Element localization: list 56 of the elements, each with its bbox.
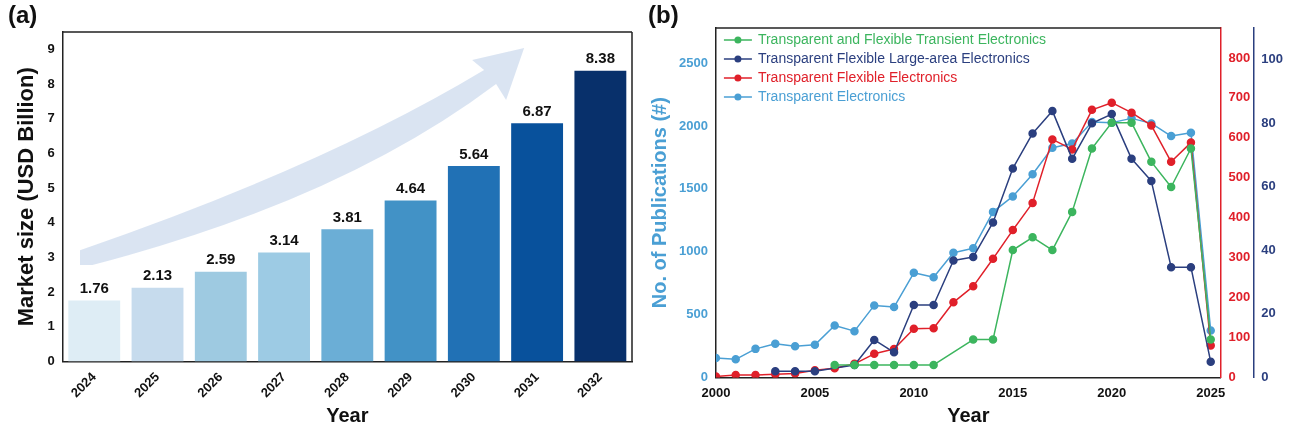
y3-tick-label: 20 — [1261, 305, 1276, 321]
y3-tick-label: 100 — [1261, 51, 1284, 67]
y2-tick-label: 0 — [1228, 368, 1236, 384]
y3-tick-label: 40 — [1261, 241, 1276, 257]
y2-tick-label: 100 — [1228, 329, 1251, 345]
data-label: 2.59 — [206, 250, 236, 268]
y-tick-label: 0 — [700, 368, 708, 384]
x-axis-title: Year — [326, 403, 369, 426]
data-label: 1.76 — [79, 279, 109, 297]
data-label: 8.38 — [585, 49, 615, 67]
y2-tick-label: 600 — [1228, 129, 1251, 145]
y-tick-label: 1000 — [679, 243, 708, 259]
y2-tick-label: 200 — [1228, 289, 1251, 305]
x-tick-label: 2015 — [998, 384, 1028, 400]
x-axis-title: Year — [947, 403, 990, 426]
y2-tick-label: 300 — [1228, 249, 1251, 265]
data-label: 4.64 — [395, 179, 426, 197]
y-tick-label: 4 — [47, 214, 56, 230]
y3-tick-label: 0 — [1261, 368, 1269, 384]
y-tick-label: 6 — [47, 144, 55, 160]
legend-label: Transparent Electronics — [757, 87, 906, 104]
y-tick-label: 5 — [47, 179, 55, 195]
y2-tick-label: 400 — [1228, 209, 1251, 225]
chart-title: (b) — [648, 0, 679, 28]
legend-label: Transparent Flexible Large-area Electronics — [757, 49, 1030, 66]
y-tick-label: 9 — [47, 40, 55, 56]
y-tick-label: 1 — [47, 318, 55, 334]
data-label: 3.14 — [269, 231, 300, 249]
y3-tick-label: 80 — [1261, 114, 1276, 130]
y-tick-label: 0 — [47, 353, 55, 369]
x-tick-label: 2010 — [899, 384, 929, 400]
legend-label: Transparent and Flexible Transient Electronics — [757, 30, 1047, 47]
y3-tick-label: 60 — [1261, 178, 1276, 194]
data-label: 3.81 — [332, 208, 362, 226]
y-tick-label: 2 — [47, 283, 55, 299]
legend-label: Transparent Flexible Electronics — [757, 68, 958, 85]
y2-tick-label: 500 — [1228, 169, 1251, 185]
data-label: 6.87 — [522, 101, 552, 119]
y-tick-label: 8 — [47, 75, 55, 91]
x-tick-label: 2005 — [800, 384, 830, 400]
y2-tick-label: 700 — [1228, 89, 1251, 105]
y-tick-label: 2500 — [679, 54, 708, 70]
chart-title: (a) — [8, 0, 38, 28]
y-axis-title: No. of Publications (#) — [647, 97, 670, 309]
data-label: 2.13 — [142, 266, 173, 284]
x-tick-label: 2025 — [1196, 384, 1226, 400]
y-tick-label: 3 — [47, 249, 55, 265]
y-tick-label: 1500 — [679, 180, 708, 196]
y-axis-title: Market size (USD Billion) — [13, 67, 39, 327]
data-label: 5.64 — [459, 144, 490, 162]
x-tick-label: 2000 — [701, 384, 731, 400]
y-tick-label: 2000 — [679, 117, 708, 133]
y-tick-label: 7 — [47, 110, 55, 126]
x-tick-label: 2020 — [1097, 384, 1127, 400]
y-tick-label: 500 — [686, 306, 708, 322]
y2-tick-label: 800 — [1228, 49, 1251, 65]
